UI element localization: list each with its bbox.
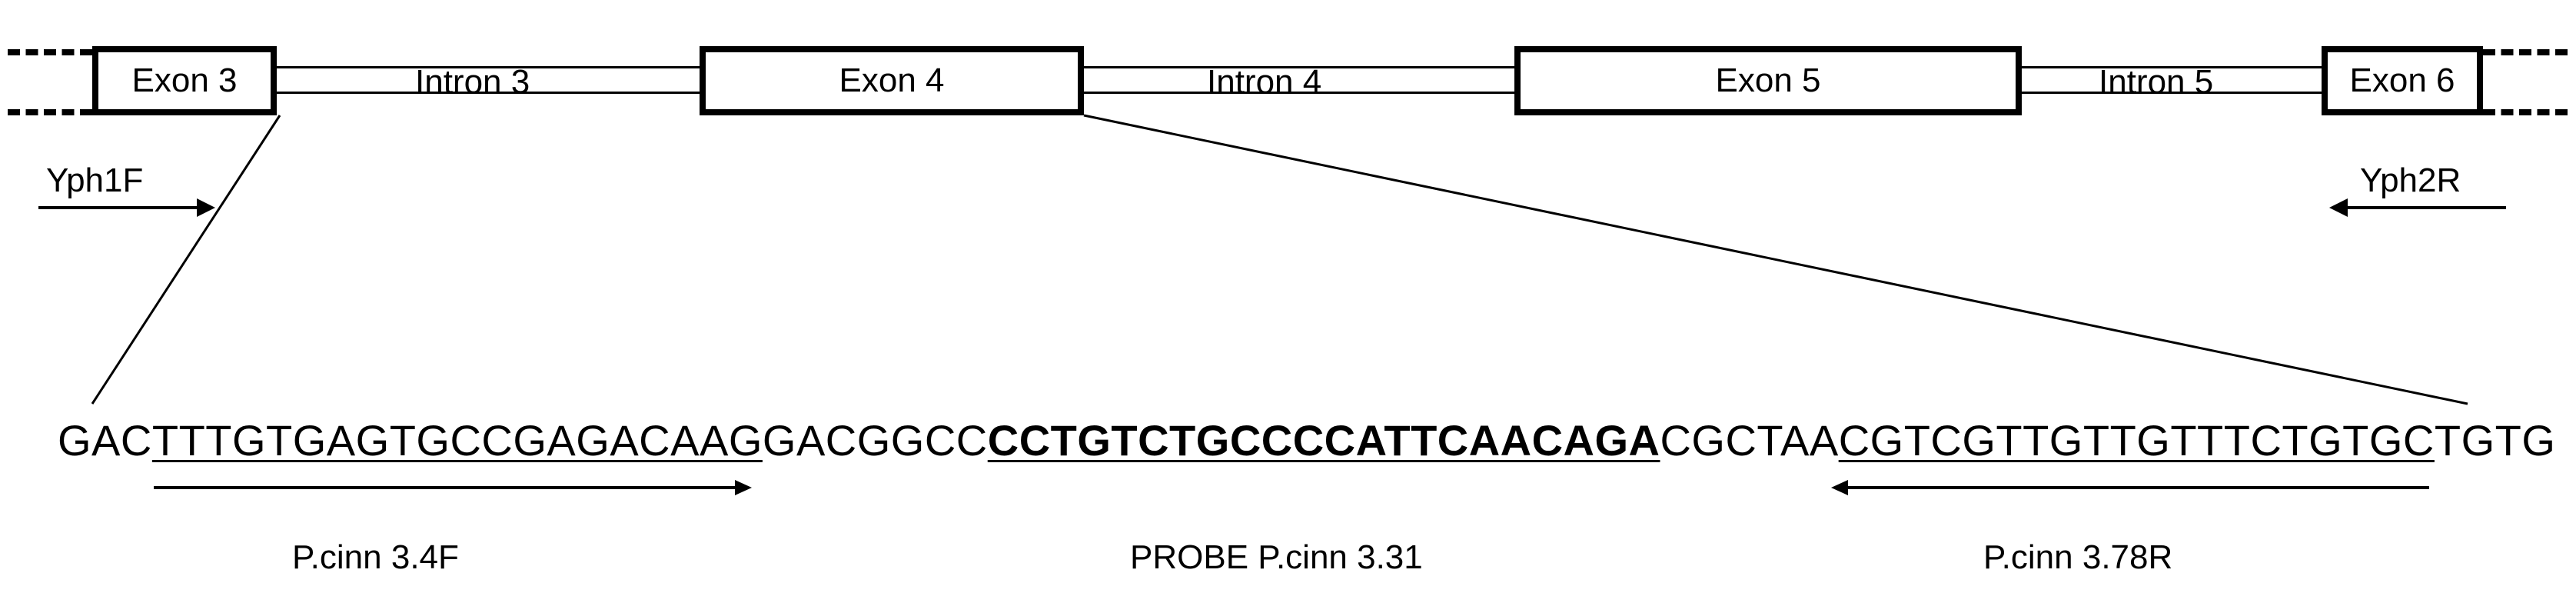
gene-diagram: Exon 3 Exon 4 Exon 5 Exon 6 Intron 3 Int… xyxy=(0,0,2576,593)
probe-label: PROBE P.cinn 3.31 xyxy=(1130,538,1423,577)
yph2r-arrow xyxy=(2345,206,2506,209)
pcinn-34f-label: P.cinn 3.4F xyxy=(292,538,459,577)
exon-5-label: Exon 5 xyxy=(1716,62,1821,100)
dash-right-top xyxy=(2483,49,2568,55)
exon-4-label: Exon 4 xyxy=(839,62,945,100)
seq-fprimer: TTTGTGAGTGCCGAGACAAG xyxy=(152,415,763,465)
intron-3-label: Intron 3 xyxy=(415,63,530,102)
dash-left-top xyxy=(8,49,92,55)
intron-4-label: Intron 4 xyxy=(1207,63,1321,102)
yph2r-label: Yph2R xyxy=(2360,162,2461,200)
pcinn-378r-arrow xyxy=(1845,486,2429,489)
exon-3-label: Exon 3 xyxy=(132,62,238,100)
exon-6-label: Exon 6 xyxy=(2350,62,2455,100)
exon4-sequence: GACTTTGTGAGTGCCGAGACAAGGACGGCCCCTGTCTGCC… xyxy=(58,415,2555,465)
exon-6: Exon 6 xyxy=(2322,46,2483,115)
seq-probe: CCTGTCTGCCCCATTCAACAGA xyxy=(988,415,1660,465)
intron-5-label: Intron 5 xyxy=(2099,63,2213,102)
yph1f-arrow xyxy=(38,206,200,209)
exon-4: Exon 4 xyxy=(700,46,1084,115)
seq-rprimer: CGTCGTTGTTGTTTCTGTGC xyxy=(1839,415,2435,465)
exon-3: Exon 3 xyxy=(92,46,277,115)
pcinn-34f-arrow xyxy=(154,486,738,489)
dash-left-bot xyxy=(8,109,92,115)
yph1f-label: Yph1F xyxy=(46,162,143,200)
exon-5: Exon 5 xyxy=(1514,46,2022,115)
dash-right-bot xyxy=(2483,109,2568,115)
pcinn-378r-label: P.cinn 3.78R xyxy=(1983,538,2172,577)
